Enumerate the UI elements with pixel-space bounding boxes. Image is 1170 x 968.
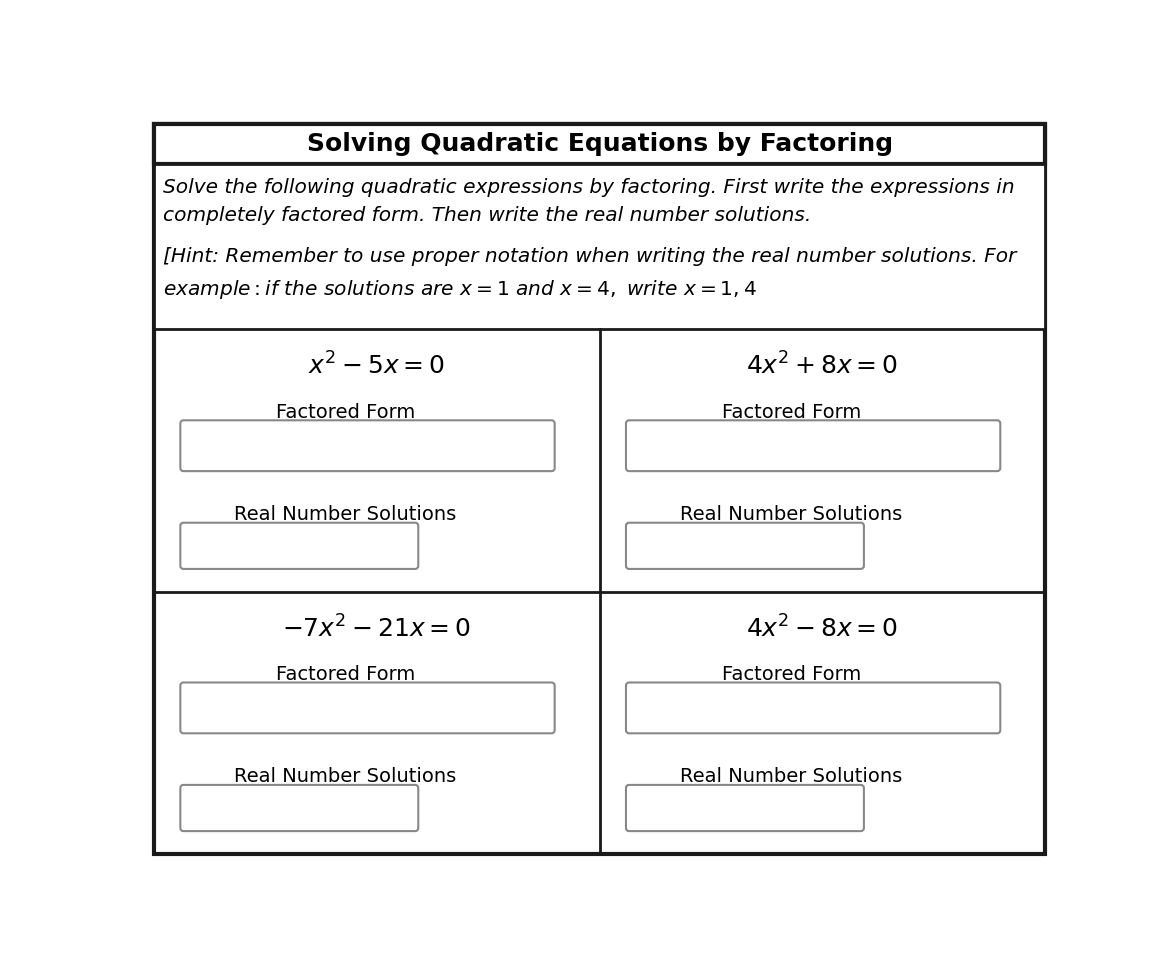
Text: $4x^2 + 8x = 0$: $4x^2 + 8x = 0$ bbox=[746, 352, 899, 380]
Text: Real Number Solutions: Real Number Solutions bbox=[234, 504, 456, 524]
FancyBboxPatch shape bbox=[626, 682, 1000, 734]
Text: Real Number Solutions: Real Number Solutions bbox=[234, 767, 456, 786]
FancyBboxPatch shape bbox=[180, 420, 555, 471]
Text: Factored Form: Factored Form bbox=[722, 665, 861, 684]
Text: $-7x^2 - 21x = 0$: $-7x^2 - 21x = 0$ bbox=[282, 615, 472, 642]
FancyBboxPatch shape bbox=[180, 682, 555, 734]
Text: Real Number Solutions: Real Number Solutions bbox=[680, 504, 902, 524]
Bar bbox=[154, 164, 1045, 329]
FancyBboxPatch shape bbox=[180, 523, 419, 569]
Bar bbox=[154, 124, 1045, 164]
FancyBboxPatch shape bbox=[180, 785, 419, 832]
Text: Solve the following quadratic expressions by factoring. First write the expressi: Solve the following quadratic expression… bbox=[164, 178, 1014, 197]
Text: Real Number Solutions: Real Number Solutions bbox=[680, 767, 902, 786]
Text: [Hint: Remember to use proper notation when writing the real number solutions. F: [Hint: Remember to use proper notation w… bbox=[164, 247, 1017, 266]
Text: Factored Form: Factored Form bbox=[276, 403, 415, 422]
Text: Factored Form: Factored Form bbox=[276, 665, 415, 684]
FancyBboxPatch shape bbox=[626, 785, 863, 832]
FancyBboxPatch shape bbox=[626, 420, 1000, 471]
Text: $x^2 - 5x = 0$: $x^2 - 5x = 0$ bbox=[309, 352, 445, 380]
Text: $\it{example: if\ the\ solutions\ are\ }$$x = 1$$\it{\ and\ }$$x = 4$$\it{,\ wri: $\it{example: if\ the\ solutions\ are\ }… bbox=[164, 278, 757, 301]
Text: $4x^2 - 8x = 0$: $4x^2 - 8x = 0$ bbox=[746, 615, 899, 642]
Text: Factored Form: Factored Form bbox=[722, 403, 861, 422]
Text: completely factored form. Then write the real number solutions.: completely factored form. Then write the… bbox=[164, 206, 812, 226]
FancyBboxPatch shape bbox=[626, 523, 863, 569]
Text: Solving Quadratic Equations by Factoring: Solving Quadratic Equations by Factoring bbox=[307, 132, 893, 156]
